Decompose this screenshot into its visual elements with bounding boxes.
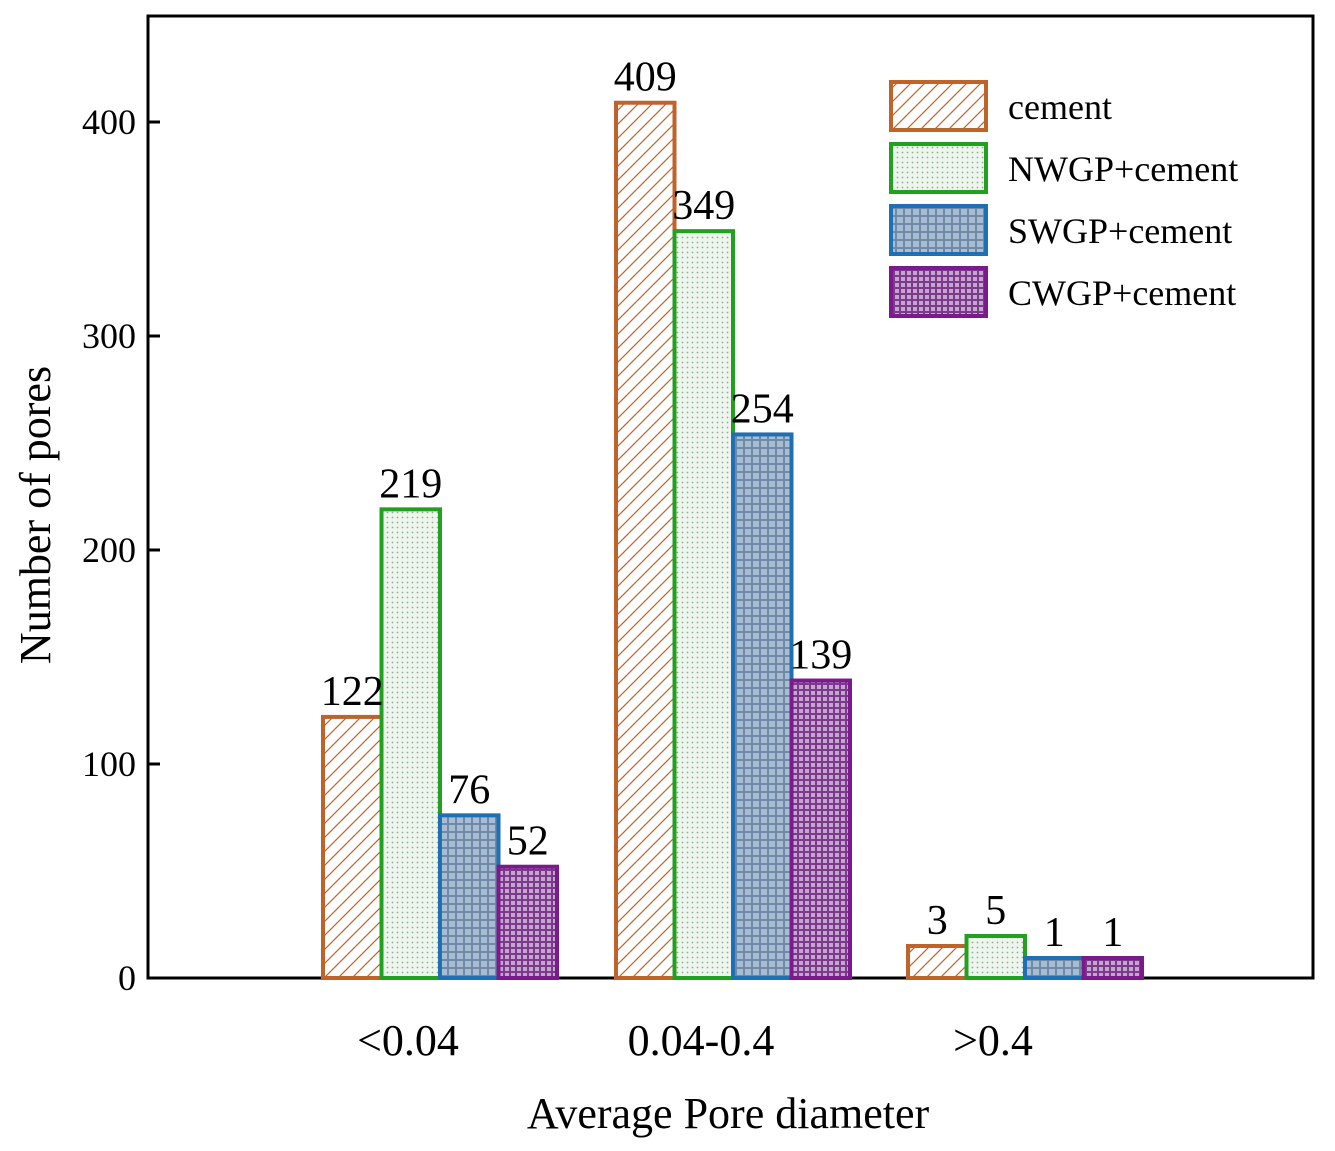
legend-swatch-nwgp-cement <box>889 142 988 194</box>
data-label-swgp-cement-0-04: 76 <box>448 767 490 813</box>
data-label-cwgp-cement-0-04-0-4: 139 <box>789 633 852 679</box>
y-tick-label-400: 400 <box>82 102 136 142</box>
bar-swgp-cement-0-4 <box>1023 956 1086 980</box>
data-label-swgp-cement-0-4: 1 <box>1044 910 1065 956</box>
data-label-cwgp-cement-0-4: 1 <box>1102 910 1123 956</box>
bar-swgp-cement-0-04-0-4 <box>731 432 794 980</box>
bars <box>321 100 1144 981</box>
y-tick-label-300: 300 <box>82 316 136 356</box>
bar-cwgp-cement-0-4 <box>1081 956 1144 980</box>
legend-label-cwgp-cement: CWGP+cement <box>1008 273 1236 313</box>
data-label-cement-0-04: 122 <box>321 669 384 715</box>
bar-nwgp-cement-0-04-0-4 <box>672 229 735 980</box>
legend-swatch-cement <box>889 80 988 132</box>
legend-swatch-cwgp-cement <box>889 266 988 318</box>
bar-cwgp-cement-0-04 <box>496 864 559 980</box>
data-label-swgp-cement-0-04-0-4: 254 <box>731 386 794 432</box>
bar-nwgp-cement-0-4 <box>964 934 1027 980</box>
x-category-label-0-04-0-4: 0.04-0.4 <box>628 1016 775 1065</box>
y-axis-ticks: 0 100 200 300 400 <box>82 102 160 998</box>
y-tick-label-200: 200 <box>82 530 136 570</box>
legend-label-nwgp-cement: NWGP+cement <box>1008 149 1238 189</box>
bar-cement-0-4 <box>906 944 969 980</box>
bar-cement-0-04-0-4 <box>614 100 677 981</box>
legend: cement NWGP+cement SWGP+cement CWGP+cement <box>889 80 1238 318</box>
bar-swgp-cement-0-04 <box>438 813 501 980</box>
legend-label-swgp-cement: SWGP+cement <box>1008 211 1232 251</box>
bar-nwgp-cement-0-04 <box>379 507 442 980</box>
x-axis-title: Average Pore diameter <box>527 1089 930 1138</box>
data-label-cwgp-cement-0-04: 52 <box>507 819 549 865</box>
legend-swatch-swgp-cement <box>889 204 988 256</box>
data-label-nwgp-cement-0-04-0-4: 349 <box>672 183 735 229</box>
legend-label-cement: cement <box>1008 87 1112 127</box>
data-label-nwgp-cement-0-4: 5 <box>985 888 1006 934</box>
y-tick-label-100: 100 <box>82 744 136 784</box>
bar-cwgp-cement-0-04-0-4 <box>789 678 852 980</box>
data-label-nwgp-cement-0-04: 219 <box>379 461 442 507</box>
x-category-label-0-04: <0.04 <box>357 1016 459 1065</box>
y-tick-label-0: 0 <box>118 958 136 998</box>
data-label-cement-0-04-0-4: 409 <box>614 55 677 101</box>
bar-cement-0-04 <box>321 714 384 980</box>
y-axis-title: Number of pores <box>11 366 60 664</box>
x-category-label-0-4: >0.4 <box>953 1016 1033 1065</box>
data-label-cement-0-4: 3 <box>927 898 948 944</box>
x-axis-category-labels: <0.04 0.04-0.4 >0.4 <box>357 1016 1033 1065</box>
